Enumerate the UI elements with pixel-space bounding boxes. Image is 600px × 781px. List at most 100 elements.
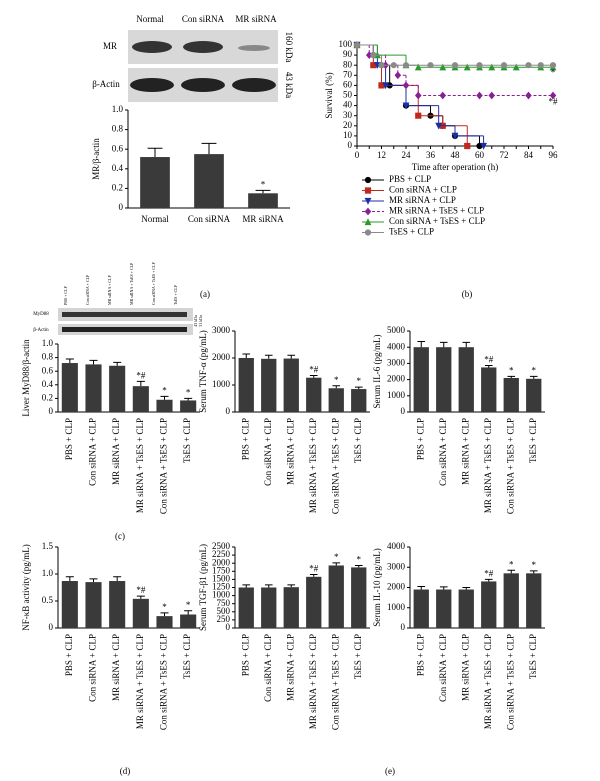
x-tick-label: Con siRNA + CLP — [263, 634, 273, 702]
x-tick-label: MR siRNA + CLP — [111, 418, 121, 485]
panel-label: (a) — [200, 289, 210, 299]
y-tick-label: 1500 — [212, 573, 231, 583]
y-tick-label: 1.5 — [42, 541, 54, 551]
x-tick-label: 0 — [355, 150, 360, 160]
marker — [451, 62, 459, 69]
annotation: *# — [309, 564, 319, 574]
error-bar — [89, 359, 98, 365]
lane-label: MR siRNA + TsES + CLP — [129, 262, 134, 305]
error-bar — [136, 380, 145, 387]
marker — [370, 52, 377, 59]
error-bar — [507, 375, 516, 378]
marker — [402, 102, 410, 110]
bar — [132, 386, 149, 412]
marker — [427, 62, 434, 69]
error-bar — [484, 578, 493, 582]
error-bar — [439, 586, 448, 590]
error-bar — [287, 584, 296, 588]
marker — [402, 81, 410, 90]
bar — [413, 347, 429, 412]
y-tick-label: 1.0 — [42, 338, 54, 348]
marker — [549, 62, 557, 69]
marker — [364, 229, 372, 236]
row-label: MyD88 — [33, 312, 49, 317]
y-tick-label: 0 — [401, 622, 406, 632]
x-tick-label: MR siRNA + TsES + CLP — [135, 418, 145, 513]
marker — [464, 142, 471, 150]
y-tick-label: 2000 — [387, 374, 406, 384]
annotation: * — [532, 560, 537, 570]
y-tick-label: 50 — [343, 90, 353, 100]
bar — [306, 576, 322, 628]
bar — [248, 193, 278, 208]
legend-label: Con siRNA + CLP — [389, 185, 457, 195]
bar — [481, 367, 497, 412]
size-label: 43 kDa — [193, 315, 198, 327]
bar — [481, 581, 497, 628]
y-tick-label: 1250 — [212, 582, 231, 592]
marker — [370, 62, 377, 69]
error-bar — [309, 574, 318, 577]
marker — [414, 91, 422, 100]
annotation: * — [357, 555, 362, 565]
step-line — [442, 115, 468, 127]
y-tick-label: 0.6 — [42, 365, 54, 375]
marker — [364, 218, 372, 226]
error-bar — [113, 361, 122, 366]
y-tick-label: 1.0 — [112, 104, 124, 114]
bar — [261, 358, 277, 412]
y-tick-label: 0 — [226, 406, 231, 416]
error-bar — [264, 584, 273, 588]
error-bar — [417, 585, 426, 590]
lane-label: MR siRNA + CLP — [107, 275, 112, 305]
error-bar — [529, 375, 538, 379]
error-bar — [201, 142, 217, 155]
x-tick-label: Con siRNA + TsES + CLP — [159, 634, 169, 730]
error-bar — [89, 578, 98, 583]
marker — [390, 62, 397, 69]
marker — [537, 62, 544, 69]
x-tick-label: PBS + CLP — [415, 418, 425, 460]
annotation: * — [334, 552, 339, 562]
bar — [413, 589, 429, 628]
error-bar — [309, 375, 318, 378]
y-tick-label: 3000 — [387, 357, 406, 367]
x-tick-label: 84 — [524, 150, 534, 160]
error-bar — [439, 341, 448, 348]
annotation: * — [357, 376, 362, 386]
error-bar — [332, 562, 341, 566]
x-tick-label: 72 — [500, 150, 509, 160]
x-tick-label: Con siRNA + TsES + CLP — [159, 418, 169, 514]
step-line — [454, 125, 484, 137]
error-bar — [255, 189, 271, 194]
band — [238, 45, 270, 51]
marker — [512, 63, 520, 71]
x-tick-label: PBS + CLP — [64, 634, 74, 676]
marker — [463, 63, 471, 71]
x-tick-label: Normal — [141, 214, 169, 224]
y-tick-label: 20 — [343, 120, 353, 130]
annotation: * — [551, 67, 556, 77]
y-tick-label: 0 — [226, 622, 231, 632]
bar — [238, 358, 254, 412]
x-tick-label: MR siRNA + TsES + CLP — [483, 634, 493, 729]
annotation: *# — [484, 568, 494, 578]
marker — [382, 82, 389, 90]
marker — [378, 82, 385, 89]
y-tick-label: 0.6 — [112, 143, 124, 153]
size-label: 31 kDa — [198, 315, 203, 327]
x-tick-label: 24 — [402, 150, 412, 160]
bar — [458, 347, 474, 412]
bar — [156, 616, 173, 628]
marker — [364, 207, 372, 216]
y-axis-label: Survival (%) — [324, 72, 334, 118]
y-tick-label: 3000 — [387, 561, 406, 571]
x-tick-label: 60 — [475, 150, 485, 160]
step-line — [417, 85, 443, 96]
x-tick-label: Con siRNA + CLP — [263, 418, 273, 486]
error-bar — [332, 385, 341, 389]
annotation: * — [509, 365, 514, 375]
annotation: * — [509, 559, 514, 569]
y-axis-label: Serum IL-6 (pg/mL) — [372, 335, 382, 409]
